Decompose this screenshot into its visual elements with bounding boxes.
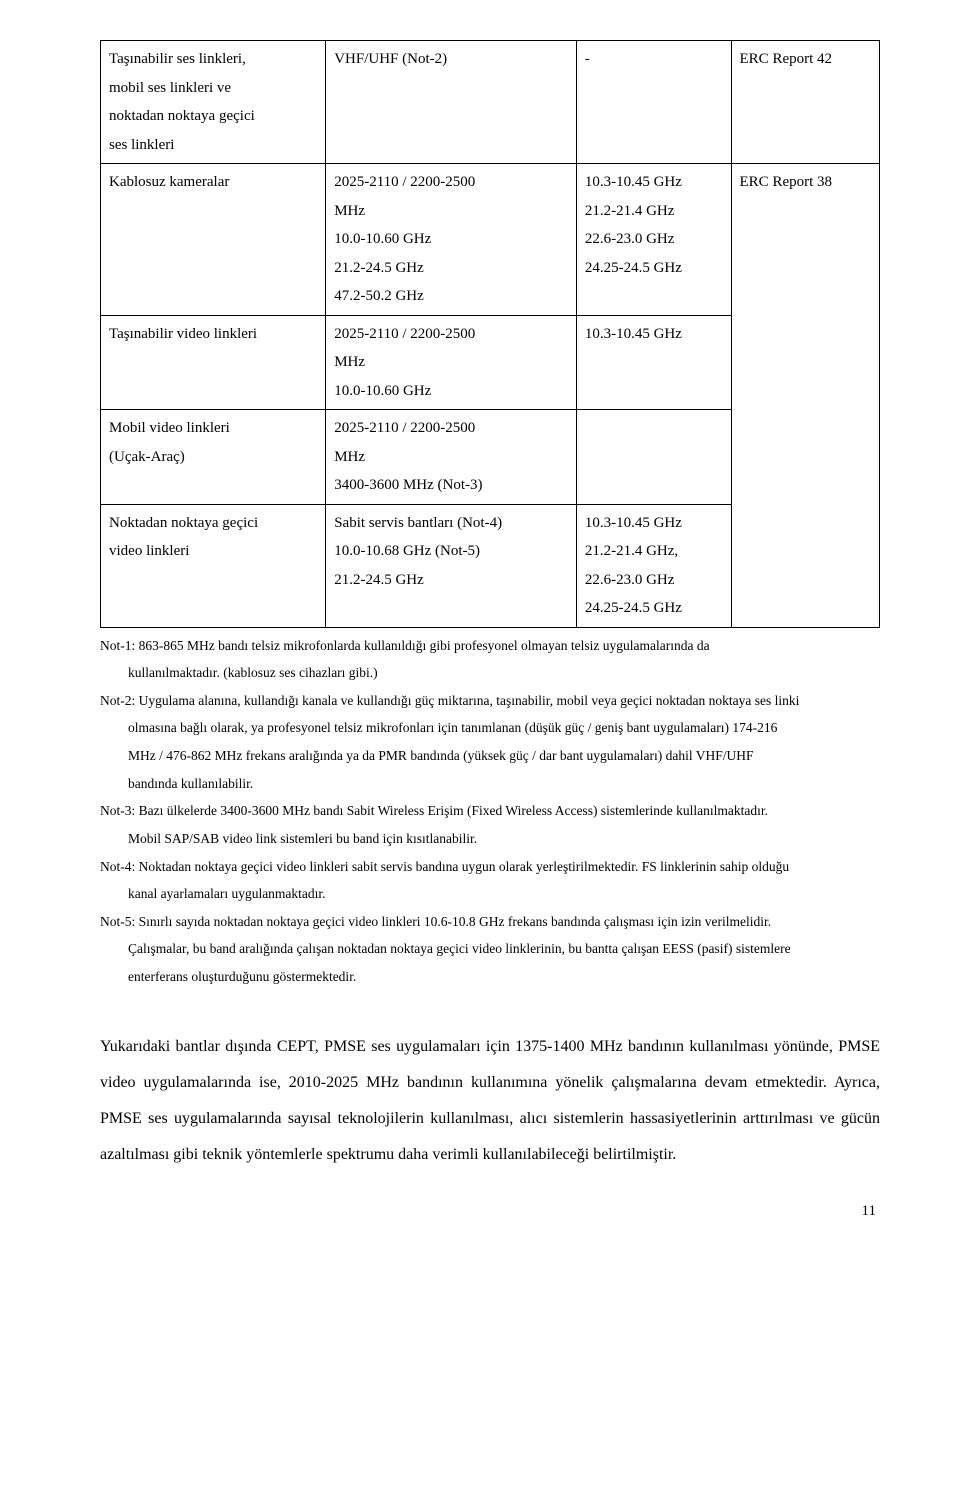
cell-band: 2025-2110 / 2200-2500 MHz 10.0-10.60 GHz… xyxy=(326,164,577,316)
text: bandında kullanılabilir. xyxy=(128,776,253,791)
text: ERC Report 42 xyxy=(740,51,833,67)
note-3-cont: Mobil SAP/SAB video link sistemleri bu b… xyxy=(100,827,880,851)
cell-band: 2025-2110 / 2200-2500 MHz 3400-3600 MHz … xyxy=(326,410,577,505)
text: mobil ses linkleri ve xyxy=(109,80,231,96)
text: enterferans oluşturduğunu göstermektedir… xyxy=(128,969,356,984)
text: Kablosuz kameralar xyxy=(109,174,229,190)
note-4: Not-4: Noktadan noktaya geçici video lin… xyxy=(100,855,880,879)
table-row: Taşınabilir ses linkleri, mobil ses link… xyxy=(101,41,880,164)
note-2-cont: MHz / 476-862 MHz frekans aralığında ya … xyxy=(100,744,880,768)
page-number: 11 xyxy=(100,1203,880,1220)
text: MHz xyxy=(334,449,365,465)
cell-freq: 10.3-10.45 GHz 21.2-21.4 GHz 22.6-23.0 G… xyxy=(576,164,731,316)
cell-freq: 10.3-10.45 GHz xyxy=(576,315,731,410)
note-3: Not-3: Bazı ülkelerde 3400-3600 MHz band… xyxy=(100,799,880,823)
text: Noktadan noktaya geçici xyxy=(109,515,258,531)
text: olmasına bağlı olarak, ya profesyonel te… xyxy=(128,720,777,735)
cell-app: Noktadan noktaya geçici video linkleri xyxy=(101,504,326,627)
note-1-cont: kullanılmaktadır. (kablosuz ses cihazlar… xyxy=(100,661,880,685)
cell-ref: ERC Report 38 xyxy=(731,164,879,628)
text: MHz / 476-862 MHz frekans aralığında ya … xyxy=(128,748,754,763)
note-5-cont: enterferans oluşturduğunu göstermektedir… xyxy=(100,965,880,989)
note-5: Not-5: Sınırlı sayıda noktadan noktaya g… xyxy=(100,910,880,934)
text: MHz xyxy=(334,203,365,219)
text: ses linkleri xyxy=(109,137,174,153)
text: Not-3: Bazı ülkelerde 3400-3600 MHz band… xyxy=(100,803,768,818)
text: Yukarıdaki bantlar dışında CEPT, PMSE se… xyxy=(100,1038,880,1163)
cell-band: 2025-2110 / 2200-2500 MHz 10.0-10.60 GHz xyxy=(326,315,577,410)
text: 10.3-10.45 GHz xyxy=(585,326,682,342)
cell-band: VHF/UHF (Not-2) xyxy=(326,41,577,164)
text: 47.2-50.2 GHz xyxy=(334,288,424,304)
text: VHF/UHF (Not-2) xyxy=(334,51,447,67)
frequency-table: Taşınabilir ses linkleri, mobil ses link… xyxy=(100,40,880,628)
text: 10.3-10.45 GHz xyxy=(585,174,682,190)
text: 21.2-24.5 GHz xyxy=(334,260,424,276)
text: 24.25-24.5 GHz xyxy=(585,600,682,616)
text: Taşınabilir video linkleri xyxy=(109,326,257,342)
text: Not-2: Uygulama alanına, kullandığı kana… xyxy=(100,693,799,708)
note-2: Not-2: Uygulama alanına, kullandığı kana… xyxy=(100,689,880,713)
note-4-cont: kanal ayarlamaları uygulanmaktadır. xyxy=(100,882,880,906)
note-2-cont: bandında kullanılabilir. xyxy=(100,772,880,796)
text: (Uçak-Araç) xyxy=(109,449,185,465)
body-paragraph: Yukarıdaki bantlar dışında CEPT, PMSE se… xyxy=(100,1029,880,1173)
text: 10.3-10.45 GHz xyxy=(585,515,682,531)
cell-ref: ERC Report 42 xyxy=(731,41,879,164)
cell-app: Taşınabilir ses linkleri, mobil ses link… xyxy=(101,41,326,164)
text: MHz xyxy=(334,354,365,370)
text: 2025-2110 / 2200-2500 xyxy=(334,174,475,190)
page: Taşınabilir ses linkleri, mobil ses link… xyxy=(0,0,960,1270)
text: 2025-2110 / 2200-2500 xyxy=(334,420,475,436)
text: - xyxy=(585,51,590,67)
text: 10.0-10.60 GHz xyxy=(334,231,431,247)
text: 22.6-23.0 GHz xyxy=(585,572,675,588)
notes-block: Not-1: 863-865 MHz bandı telsiz mikrofon… xyxy=(100,634,880,989)
text: 2025-2110 / 2200-2500 xyxy=(334,326,475,342)
text: 11 xyxy=(862,1203,876,1219)
text: Not-1: 863-865 MHz bandı telsiz mikrofon… xyxy=(100,638,710,653)
text: Mobil video linkleri xyxy=(109,420,230,436)
text: Not-4: Noktadan noktaya geçici video lin… xyxy=(100,859,789,874)
text: ERC Report 38 xyxy=(740,174,833,190)
text: noktadan noktaya geçici xyxy=(109,108,255,124)
text: Sabit servis bantları (Not-4) xyxy=(334,515,502,531)
text: Taşınabilir ses linkleri, xyxy=(109,51,246,67)
text: 3400-3600 MHz (Not-3) xyxy=(334,477,482,493)
text: 24.25-24.5 GHz xyxy=(585,260,682,276)
text: 21.2-21.4 GHz, xyxy=(585,543,678,559)
text: kanal ayarlamaları uygulanmaktadır. xyxy=(128,886,326,901)
note-1: Not-1: 863-865 MHz bandı telsiz mikrofon… xyxy=(100,634,880,658)
text: 21.2-24.5 GHz xyxy=(334,572,424,588)
table-row: Kablosuz kameralar 2025-2110 / 2200-2500… xyxy=(101,164,880,316)
text: kullanılmaktadır. (kablosuz ses cihazlar… xyxy=(128,665,378,680)
cell-freq: - xyxy=(576,41,731,164)
text: Mobil SAP/SAB video link sistemleri bu b… xyxy=(128,831,477,846)
cell-app: Mobil video linkleri (Uçak-Araç) xyxy=(101,410,326,505)
cell-freq xyxy=(576,410,731,505)
text: Çalışmalar, bu band aralığında çalışan n… xyxy=(128,941,791,956)
text: 10.0-10.68 GHz (Not-5) xyxy=(334,543,480,559)
cell-app: Taşınabilir video linkleri xyxy=(101,315,326,410)
text: Not-5: Sınırlı sayıda noktadan noktaya g… xyxy=(100,914,771,929)
text: 21.2-21.4 GHz xyxy=(585,203,675,219)
cell-band: Sabit servis bantları (Not-4) 10.0-10.68… xyxy=(326,504,577,627)
cell-freq: 10.3-10.45 GHz 21.2-21.4 GHz, 22.6-23.0 … xyxy=(576,504,731,627)
text: video linkleri xyxy=(109,543,189,559)
text: 22.6-23.0 GHz xyxy=(585,231,675,247)
note-5-cont: Çalışmalar, bu band aralığında çalışan n… xyxy=(100,937,880,961)
cell-app: Kablosuz kameralar xyxy=(101,164,326,316)
text: 10.0-10.60 GHz xyxy=(334,383,431,399)
note-2-cont: olmasına bağlı olarak, ya profesyonel te… xyxy=(100,716,880,740)
